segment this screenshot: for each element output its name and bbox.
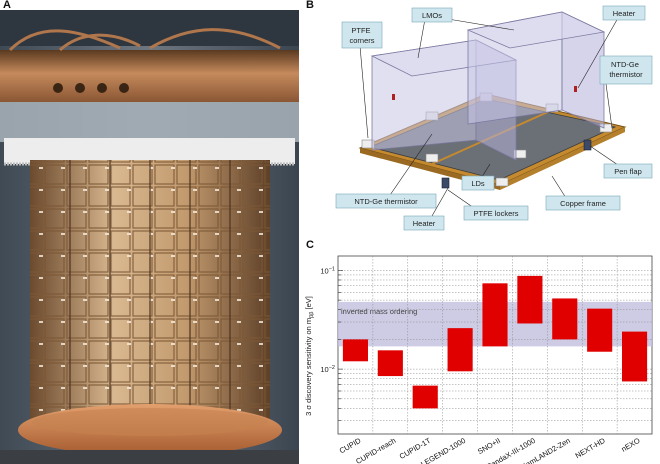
sensitivity-bar <box>412 385 438 409</box>
ptfe-lockers <box>441 139 592 189</box>
lmo-crystal-right <box>466 11 606 129</box>
callout-ptfe-corners: PTFE corners <box>341 21 383 49</box>
svg-text:Copper frame: Copper frame <box>560 199 606 208</box>
x-tick-label: NEXT-HD <box>574 436 608 461</box>
callout-heater-bottom: Heater <box>403 215 445 231</box>
thermistor-mark <box>574 86 577 92</box>
x-tick-label: SNO+II <box>476 436 502 456</box>
svg-text:Heater: Heater <box>613 9 636 18</box>
ntd-ge-right-line2: thermistor <box>609 70 643 79</box>
heater-mark <box>392 94 395 100</box>
sensitivity-bar <box>377 350 403 377</box>
detector-tower-photo <box>0 10 299 464</box>
sensitivity-bar <box>587 308 613 352</box>
svg-text:LDs: LDs <box>471 179 485 188</box>
y-axis-label: 3 σ discovery sensitivity on mββ [eV] <box>304 296 315 416</box>
svg-text:NTD-Ge thermistor: NTD-Ge thermistor <box>609 60 643 79</box>
callout-ntd-ge-left: NTD-Ge thermistor <box>335 193 437 209</box>
svg-text:LMOs: LMOs <box>422 11 442 20</box>
svg-text:PTFE lockers: PTFE lockers <box>473 209 518 218</box>
sensitivity-bar <box>621 331 648 382</box>
x-tick-label: CUPID <box>338 436 363 456</box>
sensitivity-bar <box>482 283 508 347</box>
svg-text:Pen flap: Pen flap <box>614 167 642 176</box>
x-tick-label: nEXO <box>620 436 642 454</box>
panel-a-letter: A <box>3 0 11 11</box>
ntd-ge-right-line1: NTD-Ge <box>611 60 639 69</box>
callout-lmos: LMOs <box>411 7 453 23</box>
sensitivity-bar <box>552 298 578 340</box>
sensitivity-bar <box>517 275 543 324</box>
sensitivity-bar <box>342 339 369 362</box>
callout-ptfe-lockers: PTFE lockers <box>463 205 529 221</box>
module-diagram: LMOs Heater PTFE corners NTD-Ge thermist… <box>335 5 653 231</box>
svg-text:Heater: Heater <box>413 219 436 228</box>
callout-pen-flap: Pen flap <box>603 163 653 179</box>
callout-ntd-ge-right: NTD-Ge thermistor <box>599 55 653 85</box>
ptfe-corners-line2: corners <box>349 36 374 45</box>
band-label: inverted mass ordering <box>341 307 417 316</box>
plot-area: inverted mass ordering 10−1 10−2 CUPIDCUPID… <box>320 255 653 464</box>
callout-lds: LDs <box>461 175 495 191</box>
panel-b-letter: B <box>306 0 314 11</box>
panel-c-letter: C <box>306 239 314 251</box>
x-tick-label: CUPID-reach <box>354 436 397 464</box>
callout-copper-frame: Copper frame <box>545 195 621 211</box>
y-tick-label: 10−1 <box>320 266 335 275</box>
callout-heater-top: Heater <box>602 5 646 21</box>
ptfe-corners-line1: PTFE <box>351 26 370 35</box>
sensitivity-bar <box>447 328 473 372</box>
y-tick-label: 10−2 <box>320 365 335 374</box>
svg-text:NTD-Ge thermistor: NTD-Ge thermistor <box>354 197 418 206</box>
ptfe-corners-label: PTFE corners <box>349 26 374 45</box>
sensitivity-chart: inverted mass ordering 10−1 10−2 CUPIDCUPID… <box>304 255 653 464</box>
